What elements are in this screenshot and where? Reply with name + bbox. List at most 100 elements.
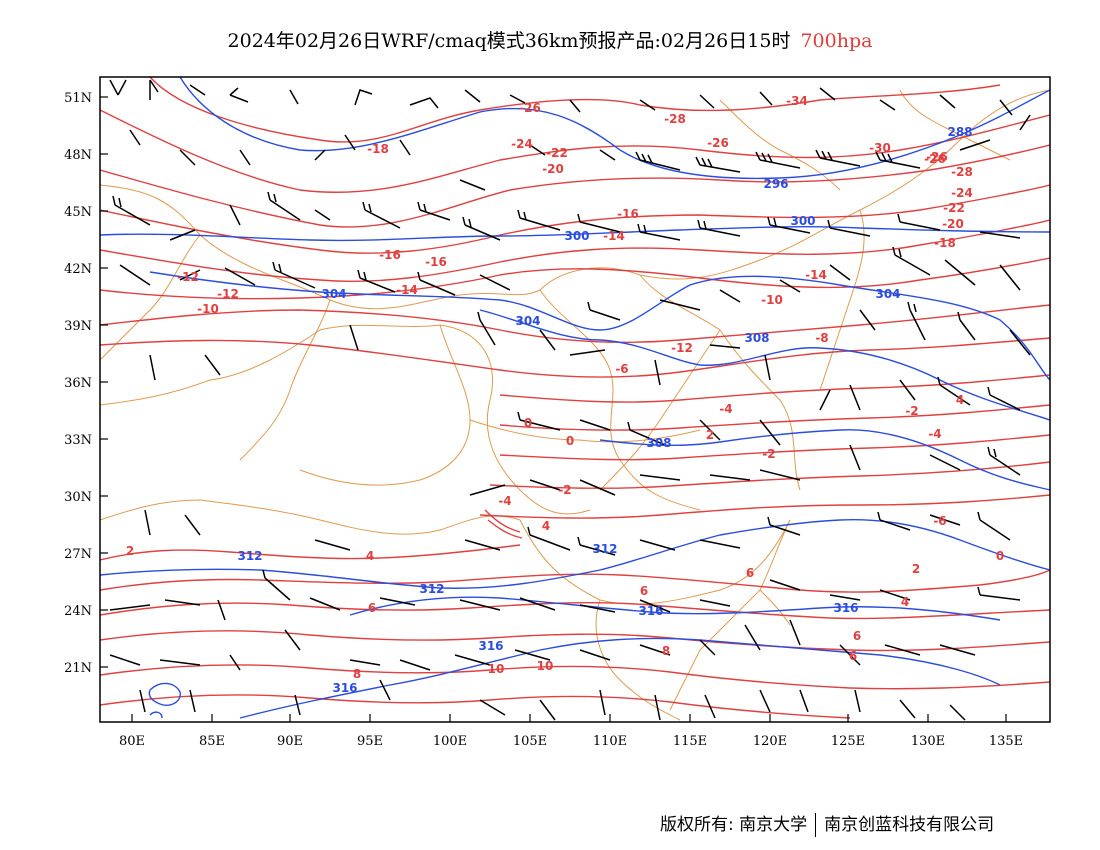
lon-label: 90E — [277, 734, 303, 749]
title-main: 2024年02月26日WRF/cmaq模式36km预报产品:02月26日15时 — [227, 30, 791, 52]
latitude-axis: 51N 48N 45N 42N 39N 36N 33N 30N 27N 24N 21N — [64, 91, 108, 676]
temp-contour-label: -26 — [707, 136, 729, 150]
temp-contour-label: -2 — [558, 483, 571, 497]
height-contour-label: 304 — [321, 287, 346, 301]
temp-contour-label: -16 — [425, 255, 447, 269]
map-title: 2024年02月26日WRF/cmaq模式36km预报产品:02月26日15时 7… — [0, 26, 1100, 53]
height-contour-label: 312 — [237, 549, 262, 563]
temp-contour-label: -28 — [664, 112, 686, 126]
temp-contour-label: -16 — [617, 207, 639, 221]
temp-contour-label: -4 — [498, 494, 511, 508]
temp-contour-label: 8 — [662, 644, 670, 658]
lat-label: 48N — [64, 148, 92, 163]
temp-contour-label: -6 — [615, 362, 628, 376]
lon-label: 135E — [989, 734, 1023, 749]
wind-barbs — [109, 79, 1031, 721]
temp-contour-label: 2 — [912, 562, 920, 576]
height-contour-label: 300 — [790, 214, 815, 228]
temp-contour-label: -20 — [542, 162, 564, 176]
temp-contour-label: -2 — [905, 404, 918, 418]
lon-label: 125E — [831, 734, 865, 749]
lat-label: 51N — [64, 91, 92, 106]
temp-contour-label: -14 — [805, 268, 827, 282]
map-frame — [99, 76, 1051, 723]
temp-contour-label: 0 — [524, 416, 532, 430]
height-contour-label: 312 — [592, 542, 617, 556]
height-contour-label: 316 — [478, 639, 503, 653]
temp-contour-label: 8 — [353, 667, 361, 681]
height-contour-label: 308 — [744, 331, 769, 345]
temp-contour-label: -2 — [762, 447, 775, 461]
temp-contour-label: -24 — [511, 137, 533, 151]
lat-label: 21N — [64, 661, 92, 676]
temp-contour-label: -30 — [869, 141, 891, 155]
temp-contour-label: 0 — [996, 549, 1004, 563]
temp-contour-label: -10 — [761, 293, 783, 307]
lon-label: 100E — [433, 734, 467, 749]
temp-contour-label: -4 — [928, 427, 941, 441]
height-contour-label: 300 — [564, 229, 589, 243]
height-contour-label: 288 — [947, 125, 972, 139]
temp-contour-label: 6 — [746, 566, 754, 580]
temp-contour-label: 6 — [368, 601, 376, 615]
lat-label: 24N — [64, 604, 92, 619]
temp-contour-label: -10 — [197, 302, 219, 316]
copyright-footer: 版权所有: 南京大学 南京创蓝科技有限公司 — [660, 810, 994, 837]
lat-label: 30N — [64, 490, 92, 505]
temp-contour-label: -12 — [671, 341, 693, 355]
temp-contour-label: 6 — [849, 649, 857, 663]
temp-contour-label: -20 — [942, 217, 964, 231]
lat-label: 42N — [64, 262, 92, 277]
temp-contour-label: -26 — [924, 152, 946, 166]
temp-contour-label: -14 — [396, 283, 418, 297]
temp-contour-label: -34 — [786, 94, 808, 108]
lon-label: 115E — [673, 734, 707, 749]
temp-contour-label: -22 — [546, 146, 568, 160]
temp-contour-label: -26 — [519, 101, 541, 115]
lat-label: 27N — [64, 547, 92, 562]
temp-contour-label: -28 — [951, 165, 973, 179]
title-level: 700hpa — [800, 30, 873, 52]
temp-contour-label: -12 — [217, 287, 239, 301]
temp-contour-label: -22 — [943, 201, 965, 215]
temperature-labels: -26-28-34-26-24-22-20-18-26-30-26-28-24-… — [126, 94, 1004, 681]
temp-contour-label: 6 — [853, 629, 861, 643]
temp-contour-label: -4 — [719, 402, 732, 416]
footer-right: 南京创蓝科技有限公司 — [824, 815, 995, 835]
height-contours — [100, 77, 1050, 719]
lon-label: 120E — [753, 734, 787, 749]
temp-contour-label: -8 — [815, 331, 828, 345]
height-contour-label: 316 — [833, 601, 858, 615]
height-contour-label: 316 — [638, 604, 663, 618]
temp-contour-label: 0 — [566, 434, 574, 448]
boundary-lines — [100, 89, 1050, 721]
temp-contour-label: 4 — [542, 519, 550, 533]
lon-label: 105E — [513, 734, 547, 749]
lon-label: 95E — [357, 734, 383, 749]
temp-contour-label: -6 — [933, 514, 946, 528]
height-contour-label: 308 — [646, 436, 671, 450]
temp-contour-label: -18 — [934, 236, 956, 250]
temp-contour-label: 4 — [366, 549, 374, 563]
temp-contour-label: 2 — [126, 544, 134, 558]
lat-label: 33N — [64, 433, 92, 448]
height-contour-label: 304 — [515, 314, 540, 328]
temp-contour-label: 2 — [706, 428, 714, 442]
lon-label: 85E — [199, 734, 225, 749]
lon-label: 80E — [119, 734, 145, 749]
lat-label: 36N — [64, 376, 92, 391]
temp-contour-label: -16 — [379, 248, 401, 262]
temp-contour-label: 10 — [537, 659, 554, 673]
temp-contour-label: 4 — [901, 595, 909, 609]
height-contour-label: 312 — [419, 582, 444, 596]
longitude-axis: 80E 85E 90E 95E 100E 105E 110E 115E 120E 125E 130E… — [119, 714, 1023, 749]
height-contour-label: 304 — [875, 287, 900, 301]
lon-label: 110E — [593, 734, 627, 749]
lat-label: 45N — [64, 205, 92, 220]
lat-label: 39N — [64, 319, 92, 334]
footer-left: 版权所有: 南京大学 — [660, 815, 808, 835]
temp-contour-label: 4 — [956, 393, 964, 407]
temp-contour-label: 6 — [640, 584, 648, 598]
